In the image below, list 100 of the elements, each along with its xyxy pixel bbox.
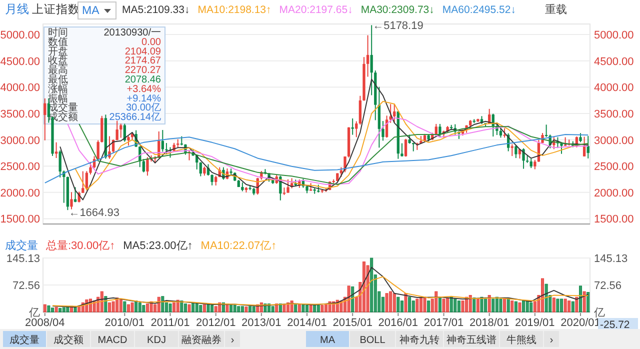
text: MACD xyxy=(98,335,128,346)
annotation: 25366.14亿 xyxy=(109,112,161,124)
bar xyxy=(142,305,146,312)
y-tick-label: 5000.00 xyxy=(0,30,40,42)
candlestick xyxy=(404,138,408,158)
candlestick xyxy=(514,144,518,159)
bar xyxy=(351,286,354,312)
candlestick xyxy=(100,115,104,143)
bar xyxy=(298,304,301,312)
annotation: 开盘 xyxy=(48,45,68,58)
bar xyxy=(161,296,164,312)
y2-tick-label: 1500.00 xyxy=(594,214,634,226)
bar xyxy=(442,298,446,312)
bar xyxy=(66,306,70,312)
x-tick-label: 2010/01 xyxy=(104,317,145,329)
candlestick xyxy=(210,174,214,186)
candlestick xyxy=(400,142,404,158)
candlestick xyxy=(530,158,532,169)
bar xyxy=(575,296,578,312)
bar xyxy=(184,304,187,312)
annotation: 涨幅 xyxy=(48,82,68,95)
bar xyxy=(271,306,274,312)
candlestick xyxy=(127,136,130,146)
y-tick-label: 145.13 xyxy=(6,253,40,265)
bar xyxy=(541,278,544,312)
bar xyxy=(47,305,50,312)
bar xyxy=(495,296,498,312)
text: MA20:2197.65↓ xyxy=(279,4,353,16)
y2-tick-label: 5000.00 xyxy=(594,30,634,42)
bar xyxy=(306,305,309,312)
bar xyxy=(112,301,115,312)
bar xyxy=(404,293,408,312)
bar xyxy=(419,298,422,312)
candlestick xyxy=(438,123,442,138)
annotation: 2270.27 xyxy=(124,65,162,76)
bar xyxy=(43,304,46,312)
bar xyxy=(526,300,529,312)
bar xyxy=(434,291,438,312)
candlestick xyxy=(161,130,164,152)
bar xyxy=(389,291,392,312)
annotation: ←5178.19 xyxy=(372,20,424,32)
candlestick xyxy=(586,135,590,159)
bar xyxy=(499,298,502,312)
bar xyxy=(522,300,526,312)
bar xyxy=(484,298,488,312)
text: MA30:2309.73↓ xyxy=(360,4,434,16)
y2-tick-label: 2500.00 xyxy=(594,161,634,174)
bar xyxy=(199,305,202,312)
annotation: 振幅 xyxy=(48,92,68,104)
y2-tick-label: 4500.00 xyxy=(594,56,634,68)
candlestick xyxy=(534,159,536,170)
bar xyxy=(446,298,450,312)
bar xyxy=(579,286,582,312)
bar xyxy=(108,302,111,312)
y2-tick-label: 4000.00 xyxy=(594,82,634,94)
candlestick xyxy=(358,95,362,126)
annotation: 2078.46 xyxy=(124,74,162,86)
bar xyxy=(476,298,480,312)
annotation: 0.00 xyxy=(142,36,162,48)
bar xyxy=(240,306,244,312)
candlestick xyxy=(58,150,62,178)
y-tick-label: 亿 xyxy=(28,307,40,319)
candlestick xyxy=(214,175,218,186)
candlestick xyxy=(499,128,502,138)
annotation: 最低 xyxy=(48,74,68,86)
candlestick xyxy=(366,34,370,78)
text: MA10:22.07亿↑ xyxy=(200,240,277,252)
candlestick xyxy=(70,192,73,210)
bar xyxy=(168,304,172,312)
bar xyxy=(492,298,495,312)
candlestick xyxy=(82,170,84,194)
bar xyxy=(252,306,256,312)
bar xyxy=(560,298,564,312)
bar xyxy=(366,265,370,312)
text: MA5:2109.33↓ xyxy=(122,4,190,16)
bar xyxy=(472,298,476,312)
candlestick xyxy=(146,156,149,176)
candlestick xyxy=(393,103,396,124)
bar xyxy=(188,304,191,312)
candlestick xyxy=(510,144,514,157)
bar xyxy=(195,304,198,312)
bar xyxy=(62,307,66,312)
text: 神奇五线谱 xyxy=(446,334,496,346)
y-tick-label: 4000.00 xyxy=(0,82,40,94)
candlestick xyxy=(579,132,582,143)
y2-tick-label: 145.13 xyxy=(594,253,628,265)
candlestick xyxy=(522,148,525,170)
bar xyxy=(138,302,142,312)
y-tick-label: 3000.00 xyxy=(0,134,40,147)
bar xyxy=(385,293,388,312)
bar xyxy=(230,304,233,312)
bar xyxy=(571,301,574,312)
bar xyxy=(58,308,62,312)
candlestick xyxy=(85,170,88,191)
candlestick xyxy=(370,24,373,96)
bar xyxy=(294,304,298,312)
candlestick xyxy=(89,161,92,175)
x-tick-label: 2019/01 xyxy=(515,317,555,329)
bar xyxy=(134,300,138,312)
candlestick xyxy=(120,123,122,138)
